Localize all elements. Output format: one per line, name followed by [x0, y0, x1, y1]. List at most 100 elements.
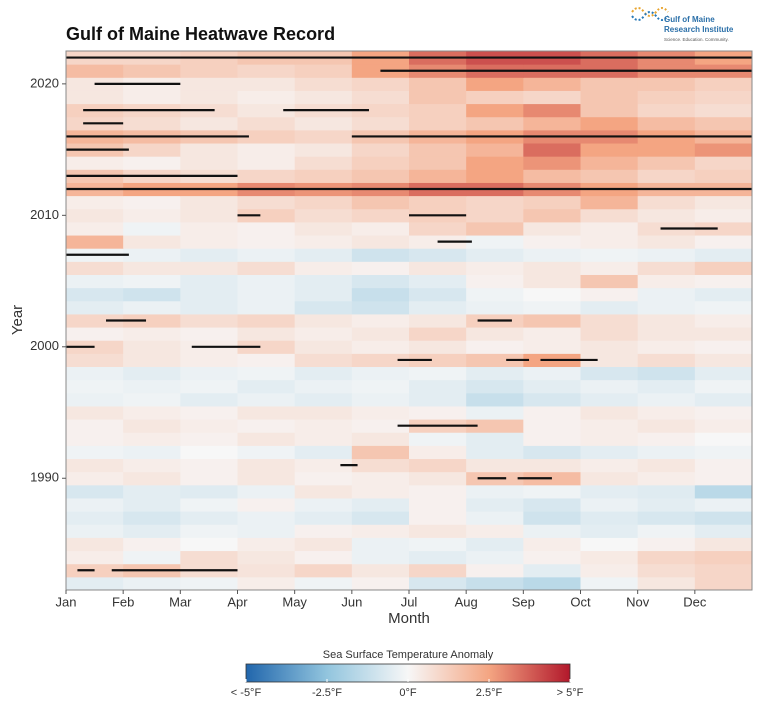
- heat-cell: [237, 392, 296, 407]
- heat-cell: [580, 90, 639, 105]
- heat-cell: [409, 248, 467, 262]
- heat-cell: [523, 432, 581, 446]
- heat-cell: [466, 90, 524, 105]
- heat-cell: [66, 563, 124, 578]
- heat-cell: [123, 221, 181, 236]
- heat-cell: [466, 274, 524, 289]
- heat-cell: [66, 287, 124, 302]
- logo-tagline: Science. Education. Community.: [664, 37, 729, 42]
- heat-cell: [580, 169, 639, 183]
- heat-cell: [523, 405, 581, 420]
- heat-cell: [66, 64, 124, 78]
- heat-cell: [66, 379, 124, 394]
- heat-cell: [123, 497, 181, 512]
- heat-cell: [294, 195, 353, 210]
- heat-cell: [694, 484, 753, 499]
- heat-cell: [409, 537, 467, 552]
- heat-cell: [523, 537, 581, 552]
- heat-cell: [409, 511, 467, 525]
- heat-cell: [351, 235, 410, 249]
- heat-cell: [294, 340, 353, 354]
- heat-cell: [409, 392, 467, 407]
- heat-cell: [66, 156, 124, 170]
- plot-area: [66, 51, 753, 591]
- heat-cell: [123, 458, 181, 473]
- heat-cell: [123, 366, 181, 381]
- x-tick-label: Jul: [401, 594, 418, 609]
- heat-cell: [637, 143, 696, 157]
- heat-cell: [180, 90, 238, 105]
- heat-cell: [180, 313, 238, 328]
- heat-cell: [466, 524, 524, 538]
- heat-cell: [466, 432, 524, 446]
- heat-cell: [523, 445, 581, 460]
- heat-cell: [523, 221, 581, 236]
- heat-cell: [466, 287, 524, 302]
- heat-cell: [694, 235, 753, 249]
- heat-cell: [351, 287, 410, 302]
- x-tick-label: Dec: [683, 594, 707, 609]
- heat-cell: [294, 366, 353, 381]
- heat-cell: [237, 103, 296, 118]
- heat-cell: [523, 287, 581, 302]
- heat-cell: [466, 195, 524, 210]
- heat-cell: [523, 550, 581, 565]
- heat-cell: [66, 221, 124, 236]
- heat-cell: [409, 366, 467, 381]
- heat-cell: [466, 327, 524, 341]
- heat-cell: [580, 195, 639, 210]
- heat-cell: [523, 195, 581, 210]
- heat-cell: [66, 366, 124, 381]
- heat-cell: [180, 379, 238, 394]
- heat-cell: [66, 261, 124, 275]
- heat-cell: [66, 208, 124, 223]
- heat-cell: [694, 497, 753, 512]
- heat-cell: [123, 392, 181, 407]
- heat-cell: [466, 550, 524, 565]
- heat-cell: [237, 497, 296, 512]
- heat-cell: [580, 497, 639, 512]
- heat-cell: [237, 313, 296, 328]
- heat-cell: [66, 550, 124, 565]
- heat-cell: [351, 550, 410, 565]
- heat-cell: [294, 261, 353, 275]
- heat-cell: [237, 208, 296, 223]
- heat-cell: [123, 353, 181, 368]
- heat-cell: [237, 563, 296, 578]
- heat-cell: [694, 353, 753, 368]
- heat-cell: [580, 235, 639, 249]
- heat-cell: [580, 419, 639, 433]
- heat-cell: [237, 419, 296, 433]
- heat-cell: [294, 313, 353, 328]
- heat-cell: [580, 156, 639, 170]
- heat-cell: [351, 445, 410, 460]
- heat-cell: [237, 235, 296, 249]
- heat-cell: [123, 471, 181, 486]
- heat-cell: [294, 143, 353, 157]
- heat-cell: [637, 484, 696, 499]
- heat-cell: [66, 537, 124, 552]
- heat-cell: [351, 524, 410, 538]
- heat-cell: [123, 445, 181, 460]
- heat-cell: [237, 445, 296, 460]
- heat-cell: [123, 432, 181, 446]
- heat-cell: [523, 576, 581, 591]
- heat-cell: [637, 445, 696, 460]
- heat-cell: [466, 208, 524, 223]
- heat-cell: [694, 143, 753, 157]
- heat-cell: [523, 458, 581, 473]
- heat-cell: [66, 195, 124, 210]
- heat-cell: [466, 143, 524, 157]
- heat-cell: [466, 576, 524, 591]
- heat-cell: [523, 90, 581, 105]
- heat-cell: [66, 90, 124, 105]
- x-tick-label: May: [282, 594, 307, 609]
- heat-cell: [180, 221, 238, 236]
- heat-cell: [523, 169, 581, 183]
- heat-cell: [694, 366, 753, 381]
- heat-cell: [237, 129, 296, 144]
- heat-cell: [409, 327, 467, 341]
- heat-cell: [694, 287, 753, 302]
- heat-cell: [180, 471, 238, 486]
- heat-cell: [466, 511, 524, 525]
